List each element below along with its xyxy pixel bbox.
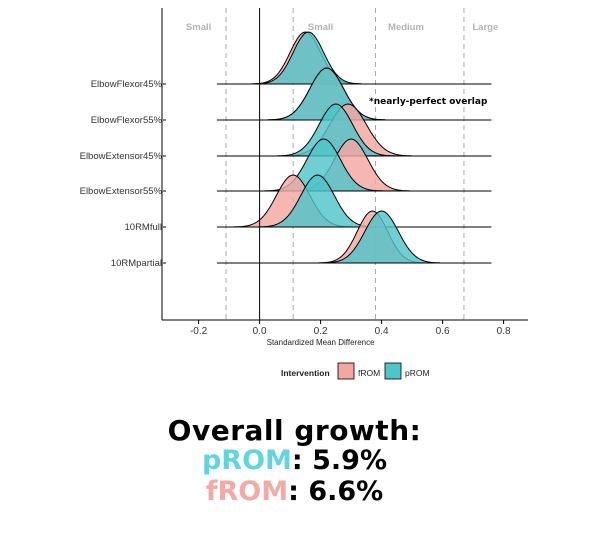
prom-value: : 5.9% (291, 445, 388, 477)
legend-swatch-prom (384, 362, 402, 380)
ridge-prom-0 (254, 31, 362, 85)
x-tick-label-3: 0.4 (375, 326, 389, 337)
ridge-row-3 (216, 138, 492, 192)
overlap-annotation: *nearly-perfect overlap (369, 97, 488, 107)
summary-headline: Overall growth: (167, 414, 422, 447)
from-value: : 6.6% (288, 475, 384, 507)
ridge-prom-1 (267, 67, 386, 121)
x-tick-label-0: -0.2 (190, 326, 208, 337)
ridge-prom-4 (258, 174, 377, 228)
category-label-0: ElbowFlexor45% (91, 79, 163, 90)
category-label-4: 10RMfull (125, 222, 163, 233)
legend: Intervention fROM pROM (281, 362, 430, 380)
x-tick-label-4: 0.6 (436, 326, 450, 337)
zone-label-3: Large (472, 22, 498, 33)
ridge-row-0 (216, 31, 492, 85)
from-growth: fROM: 6.6% (0, 475, 589, 507)
x-axis-title: Standardized Mean Difference (267, 338, 375, 347)
axes: -0.2 0.0 0.2 0.4 0.6 0.8 (161, 8, 528, 337)
reference-lines (225, 8, 465, 320)
category-label-3: ElbowExtensor55% (80, 186, 163, 197)
zone-label-0: Small (186, 22, 211, 33)
summary-panel: Overall growth: pROM: 5.9% fROM: 6.6% (0, 415, 589, 507)
ridge-prom-2 (276, 103, 395, 157)
legend-swatch-from (337, 362, 355, 380)
ridge-row-4 (216, 174, 492, 228)
category-label-1: ElbowFlexor55% (91, 115, 163, 126)
ridge-row-5 (216, 210, 492, 264)
category-label-5: 10RMpartial (111, 258, 162, 269)
category-labels: ElbowFlexor45% ElbowFlexor55% ElbowExtenso… (80, 79, 166, 269)
from-label: fROM (205, 475, 289, 507)
legend-label-prom: pROM (405, 368, 430, 378)
prom-label: pROM (201, 445, 292, 477)
legend-label-from: fROM (358, 368, 380, 378)
x-tick-label-1: 0.0 (253, 326, 267, 337)
effect-size-zones: Small Small Medium Large (186, 22, 498, 33)
zone-label-1: Small (308, 22, 333, 33)
zone-label-2: Medium (388, 22, 424, 33)
prom-growth: pROM: 5.9% (0, 446, 589, 476)
x-tick-label-2: 0.2 (314, 326, 328, 337)
x-tick-label-5: 0.8 (497, 326, 511, 337)
ridgeline-chart: Small Small Medium Large ElbowFlexor45%Elbo… (80, 8, 528, 380)
density-ridges (216, 31, 492, 264)
category-label-2: ElbowExtensor45% (80, 151, 163, 162)
legend-title: Intervention (281, 368, 330, 378)
ridge-prom-5 (322, 210, 441, 264)
